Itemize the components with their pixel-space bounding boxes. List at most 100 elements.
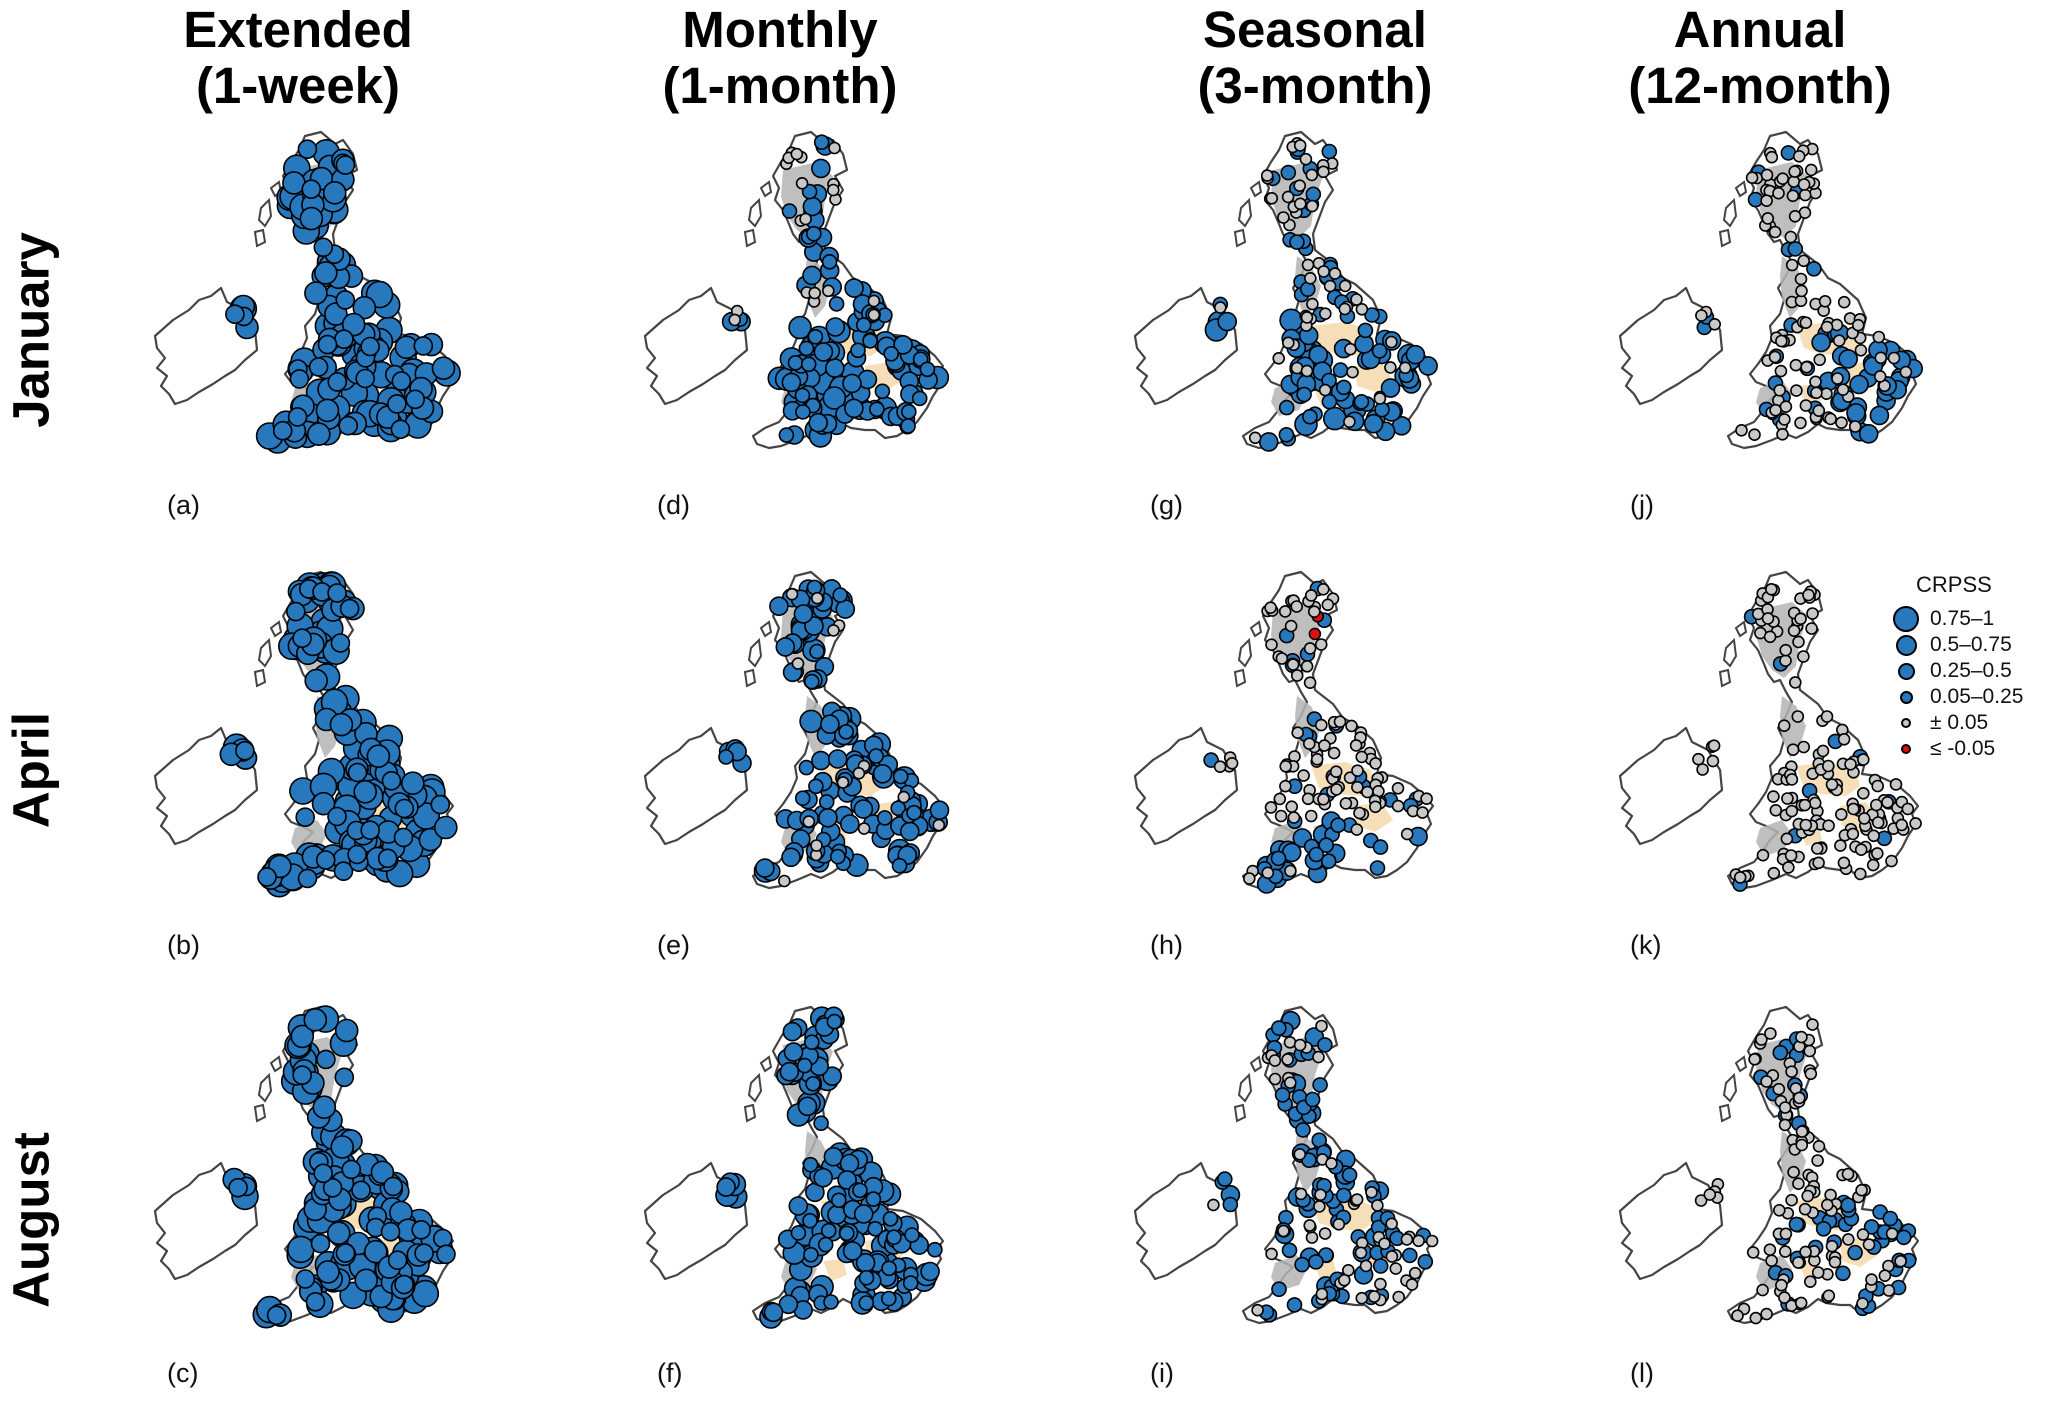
- station-marker-skill: [813, 134, 830, 150]
- station-marker-neutral: [1746, 1246, 1760, 1259]
- station-marker-neutral: [1799, 399, 1813, 412]
- station-marker-skill: [430, 794, 451, 815]
- panel-label: (i): [1150, 1358, 1174, 1388]
- station-marker-neutral: [1345, 719, 1358, 733]
- station-marker-skill: [807, 329, 824, 345]
- row-label-text: January: [2, 232, 60, 428]
- station-marker-skill: [788, 315, 812, 340]
- station-marker-skill: [334, 329, 354, 349]
- station-marker-neutral: [1213, 760, 1227, 773]
- station-marker-skill: [351, 1180, 371, 1201]
- station-marker-neutral: [1318, 739, 1331, 752]
- station-marker-neutral: [1339, 797, 1353, 810]
- station-marker-skill: [886, 1229, 902, 1245]
- station-marker-neutral: [1804, 1275, 1817, 1289]
- panel-label: (h): [1150, 930, 1183, 960]
- station-marker-neutral: [1303, 1219, 1316, 1232]
- ireland-outline: [1133, 726, 1239, 846]
- panel-label: (e): [657, 930, 690, 960]
- station-marker-neutral: [1873, 370, 1887, 383]
- station-marker-skill: [366, 744, 391, 768]
- station-marker-neutral: [1825, 1239, 1839, 1253]
- station-marker-neutral: [1735, 423, 1748, 437]
- uk-map-panel: [153, 570, 458, 898]
- row-label-text: August: [2, 1132, 60, 1308]
- station-marker-neutral: [1832, 334, 1846, 347]
- station-marker-skill: [920, 1261, 940, 1282]
- station-marker-neutral: [1365, 1186, 1378, 1199]
- station-marker-neutral: [1795, 284, 1808, 298]
- station-marker-skill: [329, 712, 354, 737]
- station-marker-skill: [783, 1042, 804, 1062]
- station-marker-skill: [778, 1294, 799, 1315]
- station-marker-neutral: [1777, 719, 1791, 732]
- station-marker-neutral: [1374, 1277, 1387, 1291]
- station-marker-skill: [1203, 752, 1219, 768]
- station-marker-neutral: [1317, 582, 1330, 596]
- station-marker-neutral: [1841, 1167, 1855, 1181]
- uk-map-panel: [643, 570, 950, 890]
- station-marker-skill: [862, 333, 878, 349]
- station-marker-skill: [315, 850, 336, 870]
- panel-label: (g): [1150, 490, 1183, 520]
- station-marker-neutral: [1760, 1075, 1773, 1088]
- station-marker-neutral: [1797, 650, 1810, 663]
- station-marker-skill: [393, 827, 414, 848]
- station-marker-skill: [292, 1065, 312, 1085]
- station-marker-neutral: [1286, 658, 1300, 671]
- station-marker-skill: [1353, 393, 1370, 410]
- station-marker-neutral: [1909, 817, 1922, 830]
- station-marker-neutral: [1400, 1233, 1414, 1246]
- station-marker-skill: [297, 868, 318, 889]
- station-marker-neutral: [1820, 320, 1834, 334]
- column-title-line2: (1-week): [195, 57, 401, 114]
- station-marker-neutral: [1872, 330, 1886, 344]
- station-marker-neutral: [799, 212, 812, 226]
- station-marker-neutral: [1778, 1118, 1792, 1132]
- station-marker-neutral: [1786, 743, 1800, 756]
- station-marker-skill: [228, 1177, 248, 1198]
- station-marker-skill: [788, 1196, 809, 1216]
- station-marker-neutral: [1789, 676, 1802, 689]
- station-marker-neutral: [1768, 225, 1782, 239]
- station-marker-neutral: [1748, 1052, 1761, 1066]
- station-marker-neutral: [1788, 165, 1801, 178]
- station-marker-neutral: [1354, 1246, 1368, 1260]
- station-marker-neutral: [1825, 778, 1839, 791]
- station-marker-neutral: [1731, 1309, 1744, 1323]
- station-marker-neutral: [1294, 1187, 1308, 1201]
- legend-symbol: [1888, 744, 1924, 754]
- station-marker-skill: [802, 1212, 818, 1229]
- station-marker-skill: [322, 1178, 343, 1198]
- station-marker-neutral: [1317, 165, 1330, 179]
- station-marker-skill: [299, 206, 324, 231]
- station-marker-neutral: [1798, 798, 1812, 812]
- station-marker-skill: [1371, 343, 1388, 359]
- station-marker-neutral: [1764, 1027, 1777, 1040]
- station-marker-skill: [292, 628, 312, 648]
- station-marker-neutral: [932, 818, 946, 832]
- station-marker-neutral: [1391, 799, 1405, 813]
- station-marker-skill: [1296, 386, 1312, 403]
- station-marker-neutral: [1261, 866, 1275, 880]
- station-marker-skill: [1417, 1253, 1434, 1270]
- station-marker-neutral: [1871, 816, 1885, 829]
- station-marker-neutral: [1791, 710, 1805, 723]
- station-marker-neutral: [1385, 1217, 1399, 1231]
- station-marker-neutral: [1400, 827, 1414, 841]
- station-marker-skill: [272, 420, 293, 441]
- station-marker-skill: [817, 1236, 834, 1253]
- station-marker-neutral: [1797, 740, 1810, 754]
- station-marker-neutral: [1798, 188, 1812, 202]
- station-marker-neutral: [1281, 1053, 1294, 1066]
- station-marker-skill: [820, 714, 840, 734]
- station-marker-skill: [1846, 403, 1866, 423]
- uk-map-panel: [643, 1005, 945, 1329]
- station-marker-neutral: [1785, 773, 1799, 786]
- scottish-islands-outline: [1233, 180, 1263, 248]
- station-marker-neutral: [1695, 309, 1708, 322]
- station-marker-skill: [874, 383, 891, 400]
- station-marker-neutral: [1355, 750, 1369, 764]
- station-marker-skill: [295, 1269, 316, 1289]
- station-marker-skill: [876, 810, 893, 826]
